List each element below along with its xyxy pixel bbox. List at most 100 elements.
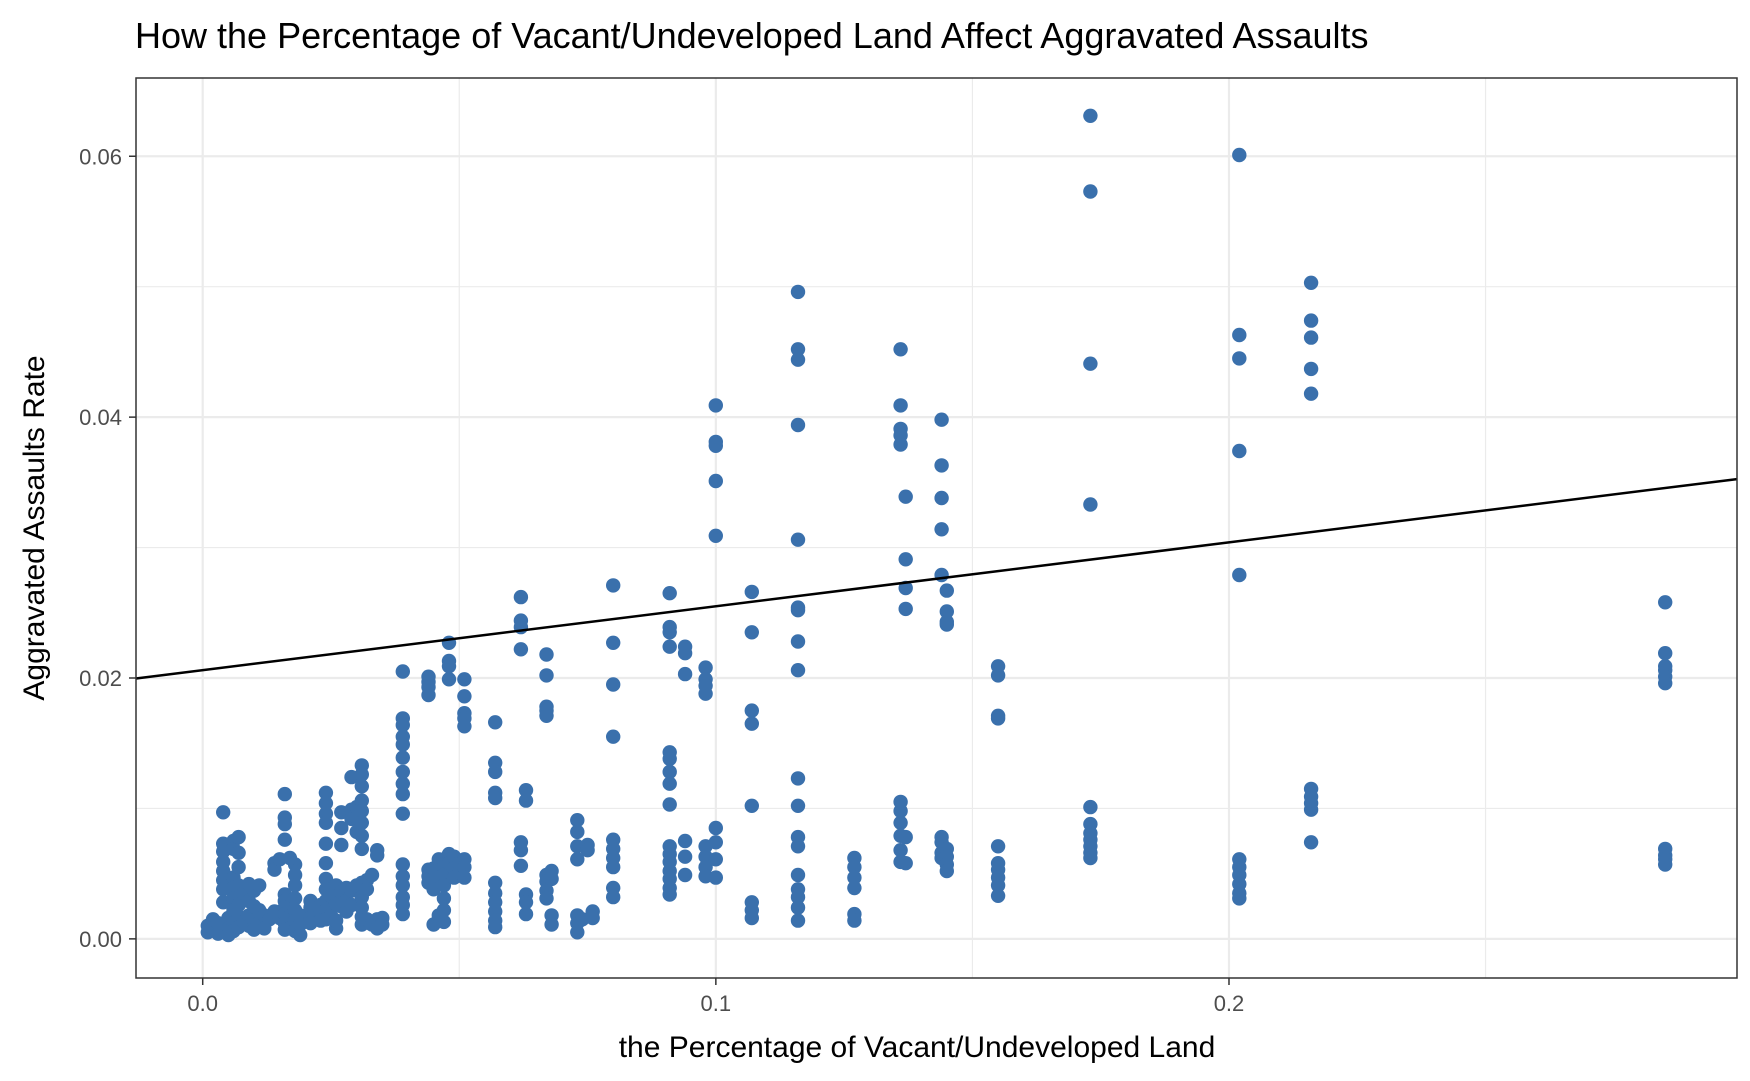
x-tick-label: 0.2: [1214, 991, 1245, 1016]
data-point: [1232, 147, 1247, 163]
y-axis-title: Aggravated Assaults Rate: [18, 355, 51, 700]
plot-panel-border: [135, 77, 1738, 979]
trend-line: [135, 477, 1738, 680]
data-point: [539, 891, 554, 906]
data-point: [441, 659, 457, 674]
data-point: [257, 921, 272, 936]
data-point: [1083, 356, 1098, 371]
data-point: [570, 824, 585, 840]
data-point: [513, 843, 529, 858]
data-point: [277, 816, 292, 832]
data-point: [1232, 567, 1247, 583]
data-point: [939, 604, 954, 619]
data-points: [200, 108, 1673, 943]
data-point: [231, 859, 246, 875]
data-point: [893, 437, 908, 452]
data-point: [580, 843, 595, 858]
data-point: [318, 871, 334, 887]
data-point: [364, 867, 380, 883]
data-point: [662, 776, 677, 791]
data-point: [354, 841, 369, 857]
data-point: [518, 783, 534, 798]
data-point: [488, 764, 503, 780]
chart-title: How the Percentage of Vacant/Undeveloped…: [135, 15, 1369, 56]
data-point: [990, 839, 1006, 854]
data-point: [662, 797, 677, 812]
data-point: [1658, 595, 1673, 610]
data-point: [744, 910, 759, 926]
data-point: [898, 489, 913, 504]
data-point: [395, 737, 410, 752]
data-point: [744, 703, 759, 718]
data-point: [488, 875, 503, 890]
data-point: [539, 647, 554, 662]
data-point: [457, 870, 472, 885]
data-point: [1303, 802, 1319, 817]
data-point: [934, 490, 949, 506]
data-point: [990, 668, 1006, 683]
data-point: [446, 870, 462, 885]
data-point: [606, 677, 621, 692]
data-point: [395, 664, 410, 679]
data-point: [1083, 850, 1098, 866]
data-point: [570, 852, 585, 867]
data-point: [354, 828, 369, 843]
data-point: [677, 849, 693, 864]
data-point: [1303, 361, 1319, 377]
data-point: [488, 919, 503, 935]
data-point: [790, 900, 806, 915]
data-point: [334, 820, 349, 836]
data-point: [677, 833, 693, 849]
y-axis-ticks: 0.00 0.02 0.04 0.06: [79, 144, 136, 952]
data-point: [457, 672, 472, 687]
data-point: [847, 880, 862, 896]
data-point: [287, 867, 303, 883]
data-point: [354, 767, 369, 782]
data-point: [934, 412, 949, 427]
data-point: [790, 603, 806, 618]
data-point: [790, 532, 806, 547]
data-point: [1303, 835, 1319, 850]
data-point: [847, 870, 862, 885]
data-point: [318, 796, 334, 811]
data-point: [934, 458, 949, 473]
data-point: [354, 793, 369, 808]
data-point: [708, 870, 723, 885]
data-point: [790, 839, 806, 854]
data-point: [277, 786, 292, 802]
data-point: [677, 666, 693, 682]
data-point: [990, 888, 1006, 903]
data-point: [457, 719, 472, 734]
data-point: [939, 583, 954, 598]
data-point: [252, 878, 267, 893]
x-tick-label: 0.0: [187, 991, 218, 1016]
data-point: [893, 843, 908, 858]
data-point: [513, 589, 529, 605]
data-point: [790, 284, 806, 300]
data-point: [318, 856, 334, 871]
data-point: [934, 567, 949, 583]
data-point: [544, 871, 559, 887]
x-axis-ticks: 0.0 0.1 0.2: [187, 978, 1244, 1016]
data-point: [513, 642, 529, 657]
data-point: [1083, 799, 1098, 815]
data-point: [436, 878, 452, 893]
data-point: [662, 586, 677, 601]
data-point: [354, 815, 369, 830]
data-point: [744, 584, 759, 600]
data-point: [293, 927, 308, 943]
data-point: [231, 829, 246, 845]
data-point: [488, 790, 503, 806]
data-point: [354, 803, 369, 819]
data-point: [847, 859, 862, 875]
data-point: [790, 663, 806, 678]
data-point: [744, 716, 759, 731]
data-point: [395, 878, 410, 893]
data-point: [744, 625, 759, 640]
data-point: [662, 639, 677, 654]
data-point: [395, 906, 410, 922]
data-point: [585, 910, 600, 926]
data-point: [708, 438, 723, 453]
data-point: [790, 798, 806, 813]
data-point: [790, 352, 806, 367]
